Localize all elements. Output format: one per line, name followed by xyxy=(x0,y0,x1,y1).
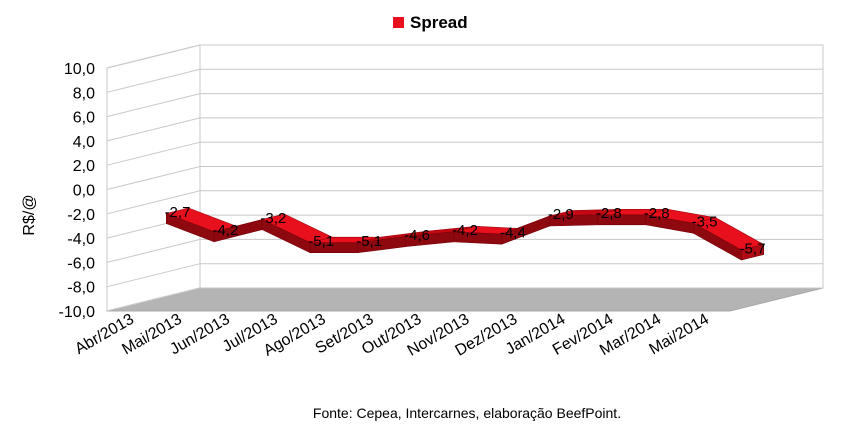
data-label: -2,8 xyxy=(644,205,670,222)
y-tick-label: -6,0 xyxy=(67,255,95,272)
gridline xyxy=(106,263,823,288)
data-label: -2,8 xyxy=(596,205,622,222)
gridline xyxy=(106,68,823,93)
data-label: -4,4 xyxy=(500,225,526,242)
y-tick-label: 6,0 xyxy=(73,110,95,127)
gridline xyxy=(106,287,823,312)
gridline xyxy=(106,117,823,142)
y-tick-label: -10,0 xyxy=(59,304,96,321)
source-note: Fonte: Cepea, Intercarnes, elaboração Be… xyxy=(313,405,621,421)
floor xyxy=(106,287,824,312)
y-tick-label: 2,0 xyxy=(73,158,95,175)
data-label: -4,2 xyxy=(452,222,478,239)
data-label: -4,2 xyxy=(212,222,238,239)
gridline xyxy=(106,44,823,69)
y-tick-label: -4,0 xyxy=(67,231,95,248)
y-tick-label: -8,0 xyxy=(67,280,95,297)
gridline xyxy=(106,238,823,263)
y-tick-label: -2,0 xyxy=(67,207,95,224)
data-labels: -2,7 -4,2 -3,2 -5,1 -5,1 -4,6 -4,2 -4,4 -2,9 -2,8… xyxy=(165,204,766,257)
data-label: -3,2 xyxy=(260,210,286,227)
y-axis-title: R$/@ xyxy=(21,194,38,235)
y-tick-label: 8,0 xyxy=(73,85,95,102)
gridline xyxy=(106,190,823,215)
data-label: -2,7 xyxy=(165,204,191,221)
gridline xyxy=(106,166,823,190)
legend-label: Spread xyxy=(410,13,468,32)
y-axis-ticks: -10,0 -8,0 -6,0 -4,0 -2,0 0,0 2,0 4,0 6,0 8,0 10,0 xyxy=(59,61,96,321)
gridlines xyxy=(106,44,823,312)
series-ribbon xyxy=(165,207,765,261)
gridline xyxy=(106,93,823,118)
data-label: -3,5 xyxy=(692,214,718,231)
y-tick-label: 10,0 xyxy=(64,61,95,78)
ribbon-end-cap xyxy=(741,244,765,261)
data-label: -5,7 xyxy=(740,240,766,257)
y-tick-label: 4,0 xyxy=(73,134,95,151)
data-label: -2,9 xyxy=(548,206,574,223)
legend-swatch xyxy=(393,17,404,28)
chart-walls xyxy=(106,44,824,312)
x-axis-ticks: Abr/2013Mai/2013Jun/2013Jul/2013Ago/2013… xyxy=(72,311,712,360)
data-label: -5,1 xyxy=(308,233,334,250)
y-tick-label: 0,0 xyxy=(73,183,95,200)
data-label: -5,1 xyxy=(356,233,382,250)
gridline xyxy=(106,141,823,166)
data-label: -4,6 xyxy=(404,227,430,244)
